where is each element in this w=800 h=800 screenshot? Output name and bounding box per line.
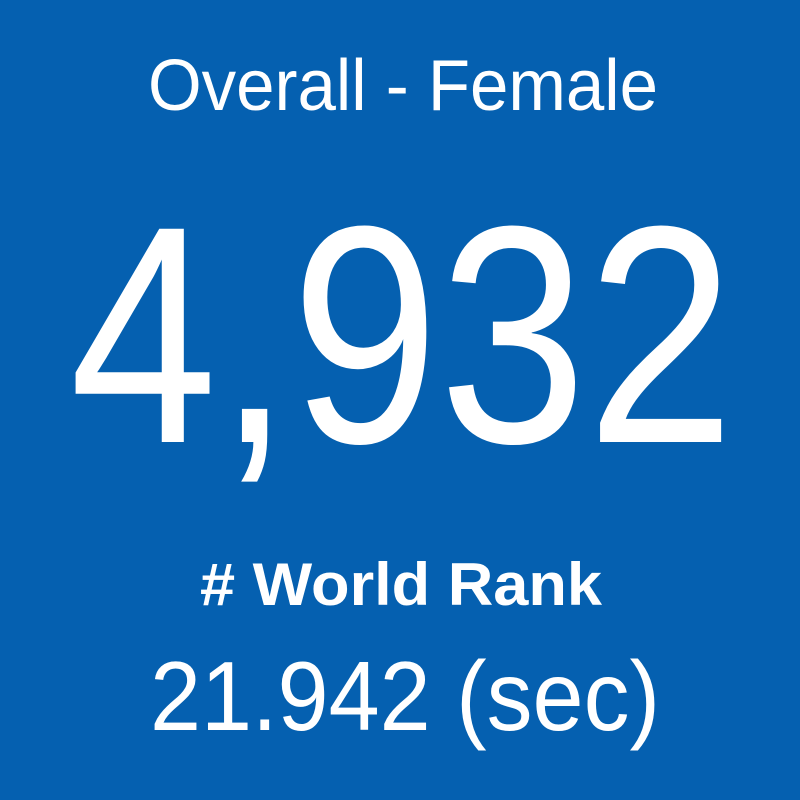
tile-title: Overall - Female bbox=[148, 46, 658, 126]
tile-detail: 21.942 (sec) bbox=[150, 641, 660, 751]
tile-label: # World Rank bbox=[200, 551, 603, 618]
tile-value: 4,932 bbox=[70, 161, 735, 508]
